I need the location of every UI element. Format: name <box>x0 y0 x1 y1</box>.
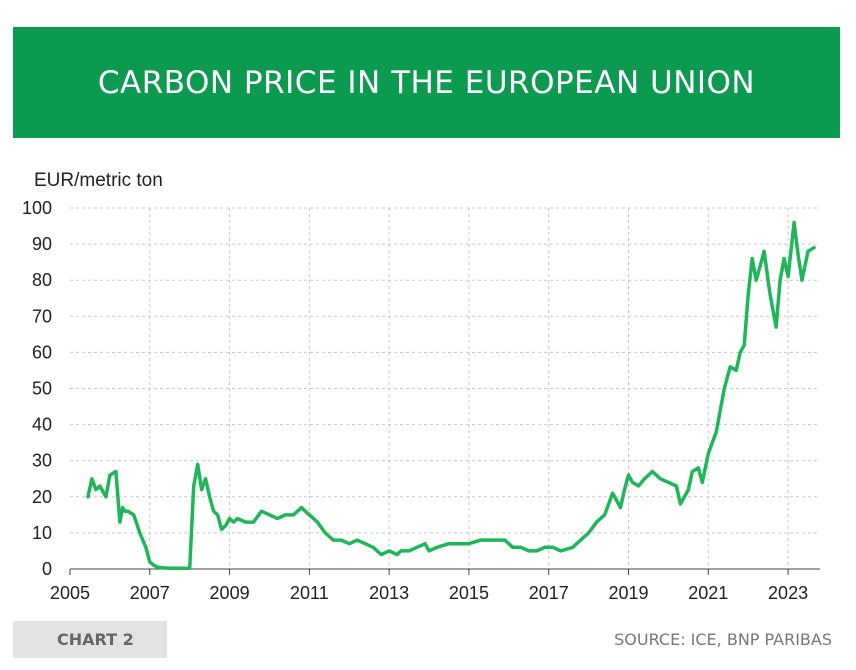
y-tick-label: 20 <box>32 487 52 507</box>
carbon-price-line <box>86 220 816 571</box>
x-tick-label: 2017 <box>529 583 569 603</box>
y-tick-label: 90 <box>32 234 52 254</box>
y-tick-label: 80 <box>32 270 52 290</box>
x-tick-label: 2009 <box>210 583 250 603</box>
chart-title: CARBON PRICE IN THE EUROPEAN UNION <box>97 64 756 101</box>
y-tick-label: 30 <box>32 451 52 471</box>
x-tick-label: 2019 <box>608 583 648 603</box>
y-tick-label: 60 <box>32 342 52 362</box>
source-note: SOURCE: ICE, BNP PARIBAS <box>614 630 832 649</box>
y-tick-label: 40 <box>32 415 52 435</box>
x-tick-label: 2005 <box>50 583 90 603</box>
x-tick-label: 2013 <box>369 583 409 603</box>
y-tick-label: 100 <box>22 198 52 218</box>
x-tick-label: 2011 <box>290 583 329 603</box>
x-tick-label: 2015 <box>449 583 489 603</box>
y-tick-label: 50 <box>32 379 52 399</box>
x-axis <box>69 568 820 575</box>
chart-number-tag: CHART 2 <box>13 621 167 658</box>
y-tick-label: 0 <box>42 559 52 579</box>
y-tick-label: 70 <box>32 306 52 326</box>
x-tick-label: 2007 <box>130 583 170 603</box>
x-tick-label: 2021 <box>688 583 728 603</box>
y-axis-label: EUR/metric ton <box>34 170 163 191</box>
x-tick-labels: 2005 2007 2009 2011 2013 2015 2017 2019 2021 2023 <box>50 583 808 603</box>
y-tick-label: 10 <box>32 523 52 543</box>
y-tick-labels: 0 10 20 30 40 50 60 70 80 90 100 <box>22 198 52 579</box>
grid <box>70 207 820 569</box>
title-banner: CARBON PRICE IN THE EUROPEAN UNION <box>13 27 840 138</box>
x-tick-label: 2023 <box>768 583 808 603</box>
